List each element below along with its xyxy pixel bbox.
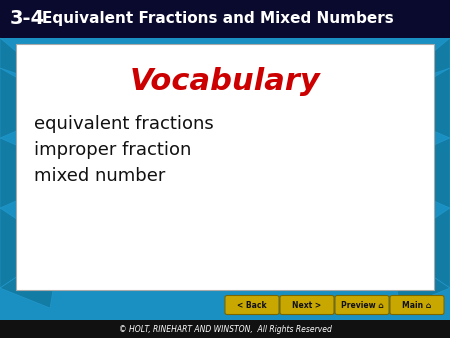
Text: 3-4: 3-4: [10, 9, 45, 28]
Polygon shape: [370, 138, 450, 208]
Text: Main ⌂: Main ⌂: [402, 300, 432, 310]
Bar: [16, 44, 434, 290]
Polygon shape: [390, 38, 450, 88]
FancyBboxPatch shape: [225, 295, 279, 314]
Text: equivalent fractions: equivalent fractions: [34, 115, 214, 133]
Text: Next >: Next >: [292, 300, 322, 310]
Text: mixed number: mixed number: [34, 167, 166, 185]
Polygon shape: [0, 138, 80, 208]
Text: Equivalent Fractions and Mixed Numbers: Equivalent Fractions and Mixed Numbers: [42, 11, 394, 26]
FancyBboxPatch shape: [280, 295, 334, 314]
Text: Preview ⌂: Preview ⌂: [341, 300, 383, 310]
Polygon shape: [0, 38, 60, 88]
FancyBboxPatch shape: [390, 295, 444, 314]
Polygon shape: [390, 208, 450, 288]
Polygon shape: [390, 248, 450, 308]
Text: © HOLT, RINEHART AND WINSTON,  All Rights Reserved: © HOLT, RINEHART AND WINSTON, All Rights…: [118, 324, 332, 334]
Text: < Back: < Back: [237, 300, 267, 310]
FancyBboxPatch shape: [335, 295, 389, 314]
Text: improper fraction: improper fraction: [34, 141, 191, 159]
Bar: [0, 0, 450, 38]
Polygon shape: [0, 208, 60, 288]
Polygon shape: [0, 68, 70, 138]
Bar: [0, 320, 450, 338]
Polygon shape: [380, 68, 450, 138]
Polygon shape: [0, 248, 60, 308]
Text: Vocabulary: Vocabulary: [130, 68, 320, 97]
